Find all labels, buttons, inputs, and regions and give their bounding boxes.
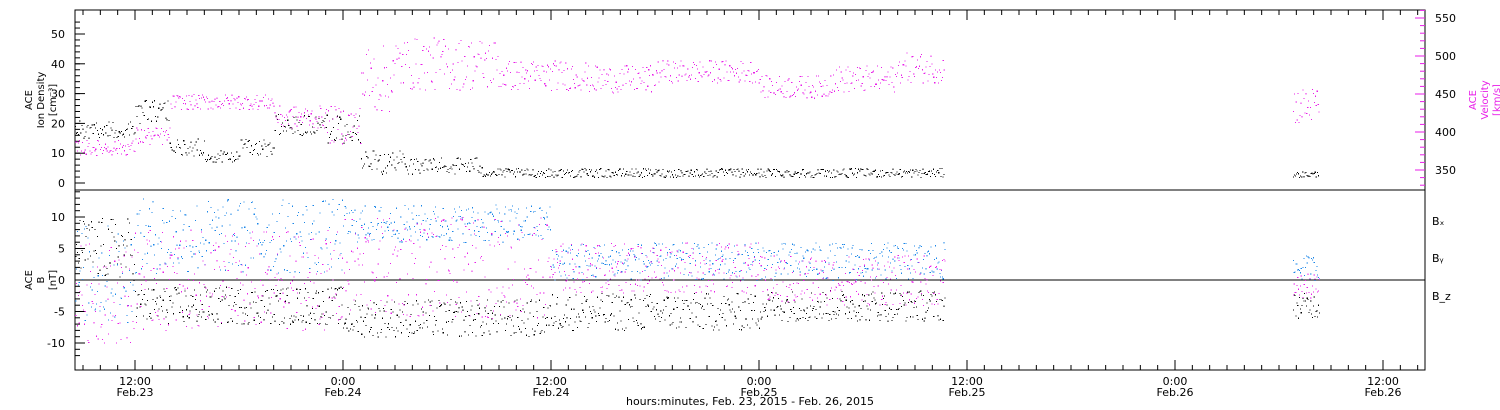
- top-right-tick-label: 350: [1435, 164, 1456, 177]
- top-left-tick-label: 20: [51, 117, 65, 130]
- bottom-left-tick-label: 10: [51, 211, 65, 224]
- time-axis: 12:00Feb.230:00Feb.2412:00Feb.240:00Feb.…: [82, 10, 1419, 399]
- x-tick-date: Feb.25: [949, 386, 986, 399]
- x-axis-title: hours:minutes, Feb. 23, 2015 - Feb. 26, …: [626, 395, 874, 408]
- bottom-left-tick-label: 0: [58, 274, 65, 287]
- x-tick-time: 0:00: [747, 375, 772, 388]
- top-right-tick-label: 400: [1435, 126, 1456, 139]
- top-right-ylabel: ACE Velocity [km/s]: [1468, 80, 1500, 119]
- x-tick-time: 12:00: [951, 375, 983, 388]
- x-tick-time: 0:00: [1163, 375, 1188, 388]
- x-tick-time: 0:00: [331, 375, 356, 388]
- top-left-ylabel: ACE Ion Density [cm⁻³]: [24, 72, 59, 129]
- x-tick-date: Feb.24: [533, 386, 570, 399]
- x-tick-date: Feb.26: [1157, 386, 1194, 399]
- bottom-left-axis: -10 -5 0 5 10: [47, 191, 85, 357]
- legend-by: Bᵧ: [1432, 252, 1444, 265]
- top-panel-frame: [74, 9, 1426, 191]
- top-right-tick-label: 450: [1435, 88, 1456, 101]
- x-tick-date: Feb.24: [325, 386, 362, 399]
- top-right-tick-label: 550: [1435, 12, 1456, 25]
- top-right-axis: 350 400 450 500 550: [1415, 9, 1456, 186]
- bottom-left-tick-label: -10: [47, 337, 65, 350]
- legend-bx: Bₓ: [1432, 215, 1445, 228]
- x-tick-time: 12:00: [535, 375, 567, 388]
- bottom-panel-series: [75, 198, 1320, 344]
- bottom-left-tick-label: 5: [58, 243, 65, 256]
- bottom-left-tick-label: -5: [54, 306, 65, 319]
- bottom-left-ylabel: ACE B [nT]: [24, 270, 59, 290]
- top-left-axis: 0 10 20 30 40 50: [51, 21, 85, 190]
- x-tick-time: 12:00: [1367, 375, 1399, 388]
- top-left-tick-label: 30: [51, 88, 65, 101]
- top-left-tick-label: 40: [51, 58, 65, 71]
- x-tick-time: 12:00: [119, 375, 151, 388]
- top-left-tick-label: 50: [51, 28, 65, 41]
- legend-bz: B_z: [1432, 290, 1451, 303]
- top-left-tick-label: 10: [51, 147, 65, 160]
- x-tick-date: Feb.25: [741, 386, 778, 399]
- top-left-tick-label: 0: [58, 177, 65, 190]
- top-panel-series: [75, 37, 1320, 179]
- top-right-tick-label: 500: [1435, 50, 1456, 63]
- x-tick-date: Feb.23: [117, 386, 154, 399]
- x-tick-date: Feb.26: [1365, 386, 1402, 399]
